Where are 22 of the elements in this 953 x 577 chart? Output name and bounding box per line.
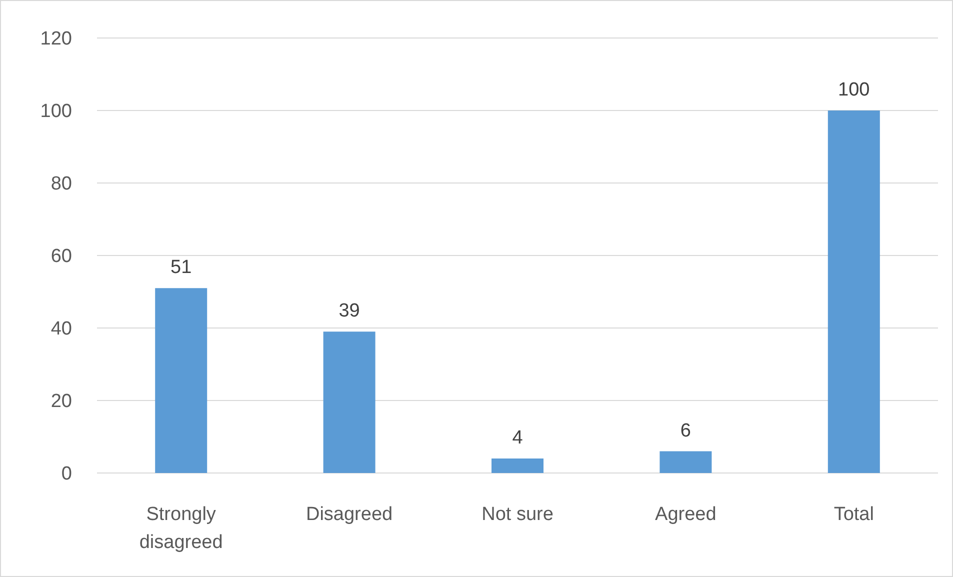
y-tick-label: 40: [50, 318, 72, 340]
x-tick-label: Strongly disagreed: [139, 504, 223, 553]
bar: [492, 458, 544, 473]
y-tick-label: 60: [50, 246, 72, 268]
bar: [155, 288, 208, 473]
y-tick-label: 0: [61, 464, 72, 485]
y-tick-label: 100: [40, 101, 72, 122]
y-tick-label: 20: [50, 391, 72, 412]
x-tick-label: Total: [834, 504, 874, 525]
data-label: 6: [680, 420, 691, 442]
y-tick-label: 120: [40, 28, 72, 50]
data-label: 39: [338, 300, 360, 322]
bar: [323, 332, 376, 473]
x-tick-label: Not sure: [482, 504, 554, 525]
data-label: 51: [170, 257, 192, 278]
bar: [828, 110, 880, 473]
bar: [660, 451, 712, 473]
x-tick-label: Disagreed: [306, 504, 393, 525]
data-label: 100: [838, 80, 870, 100]
x-tick-label: Agreed: [655, 504, 716, 525]
y-tick-label: 80: [50, 174, 72, 195]
data-label: 4: [512, 428, 524, 448]
